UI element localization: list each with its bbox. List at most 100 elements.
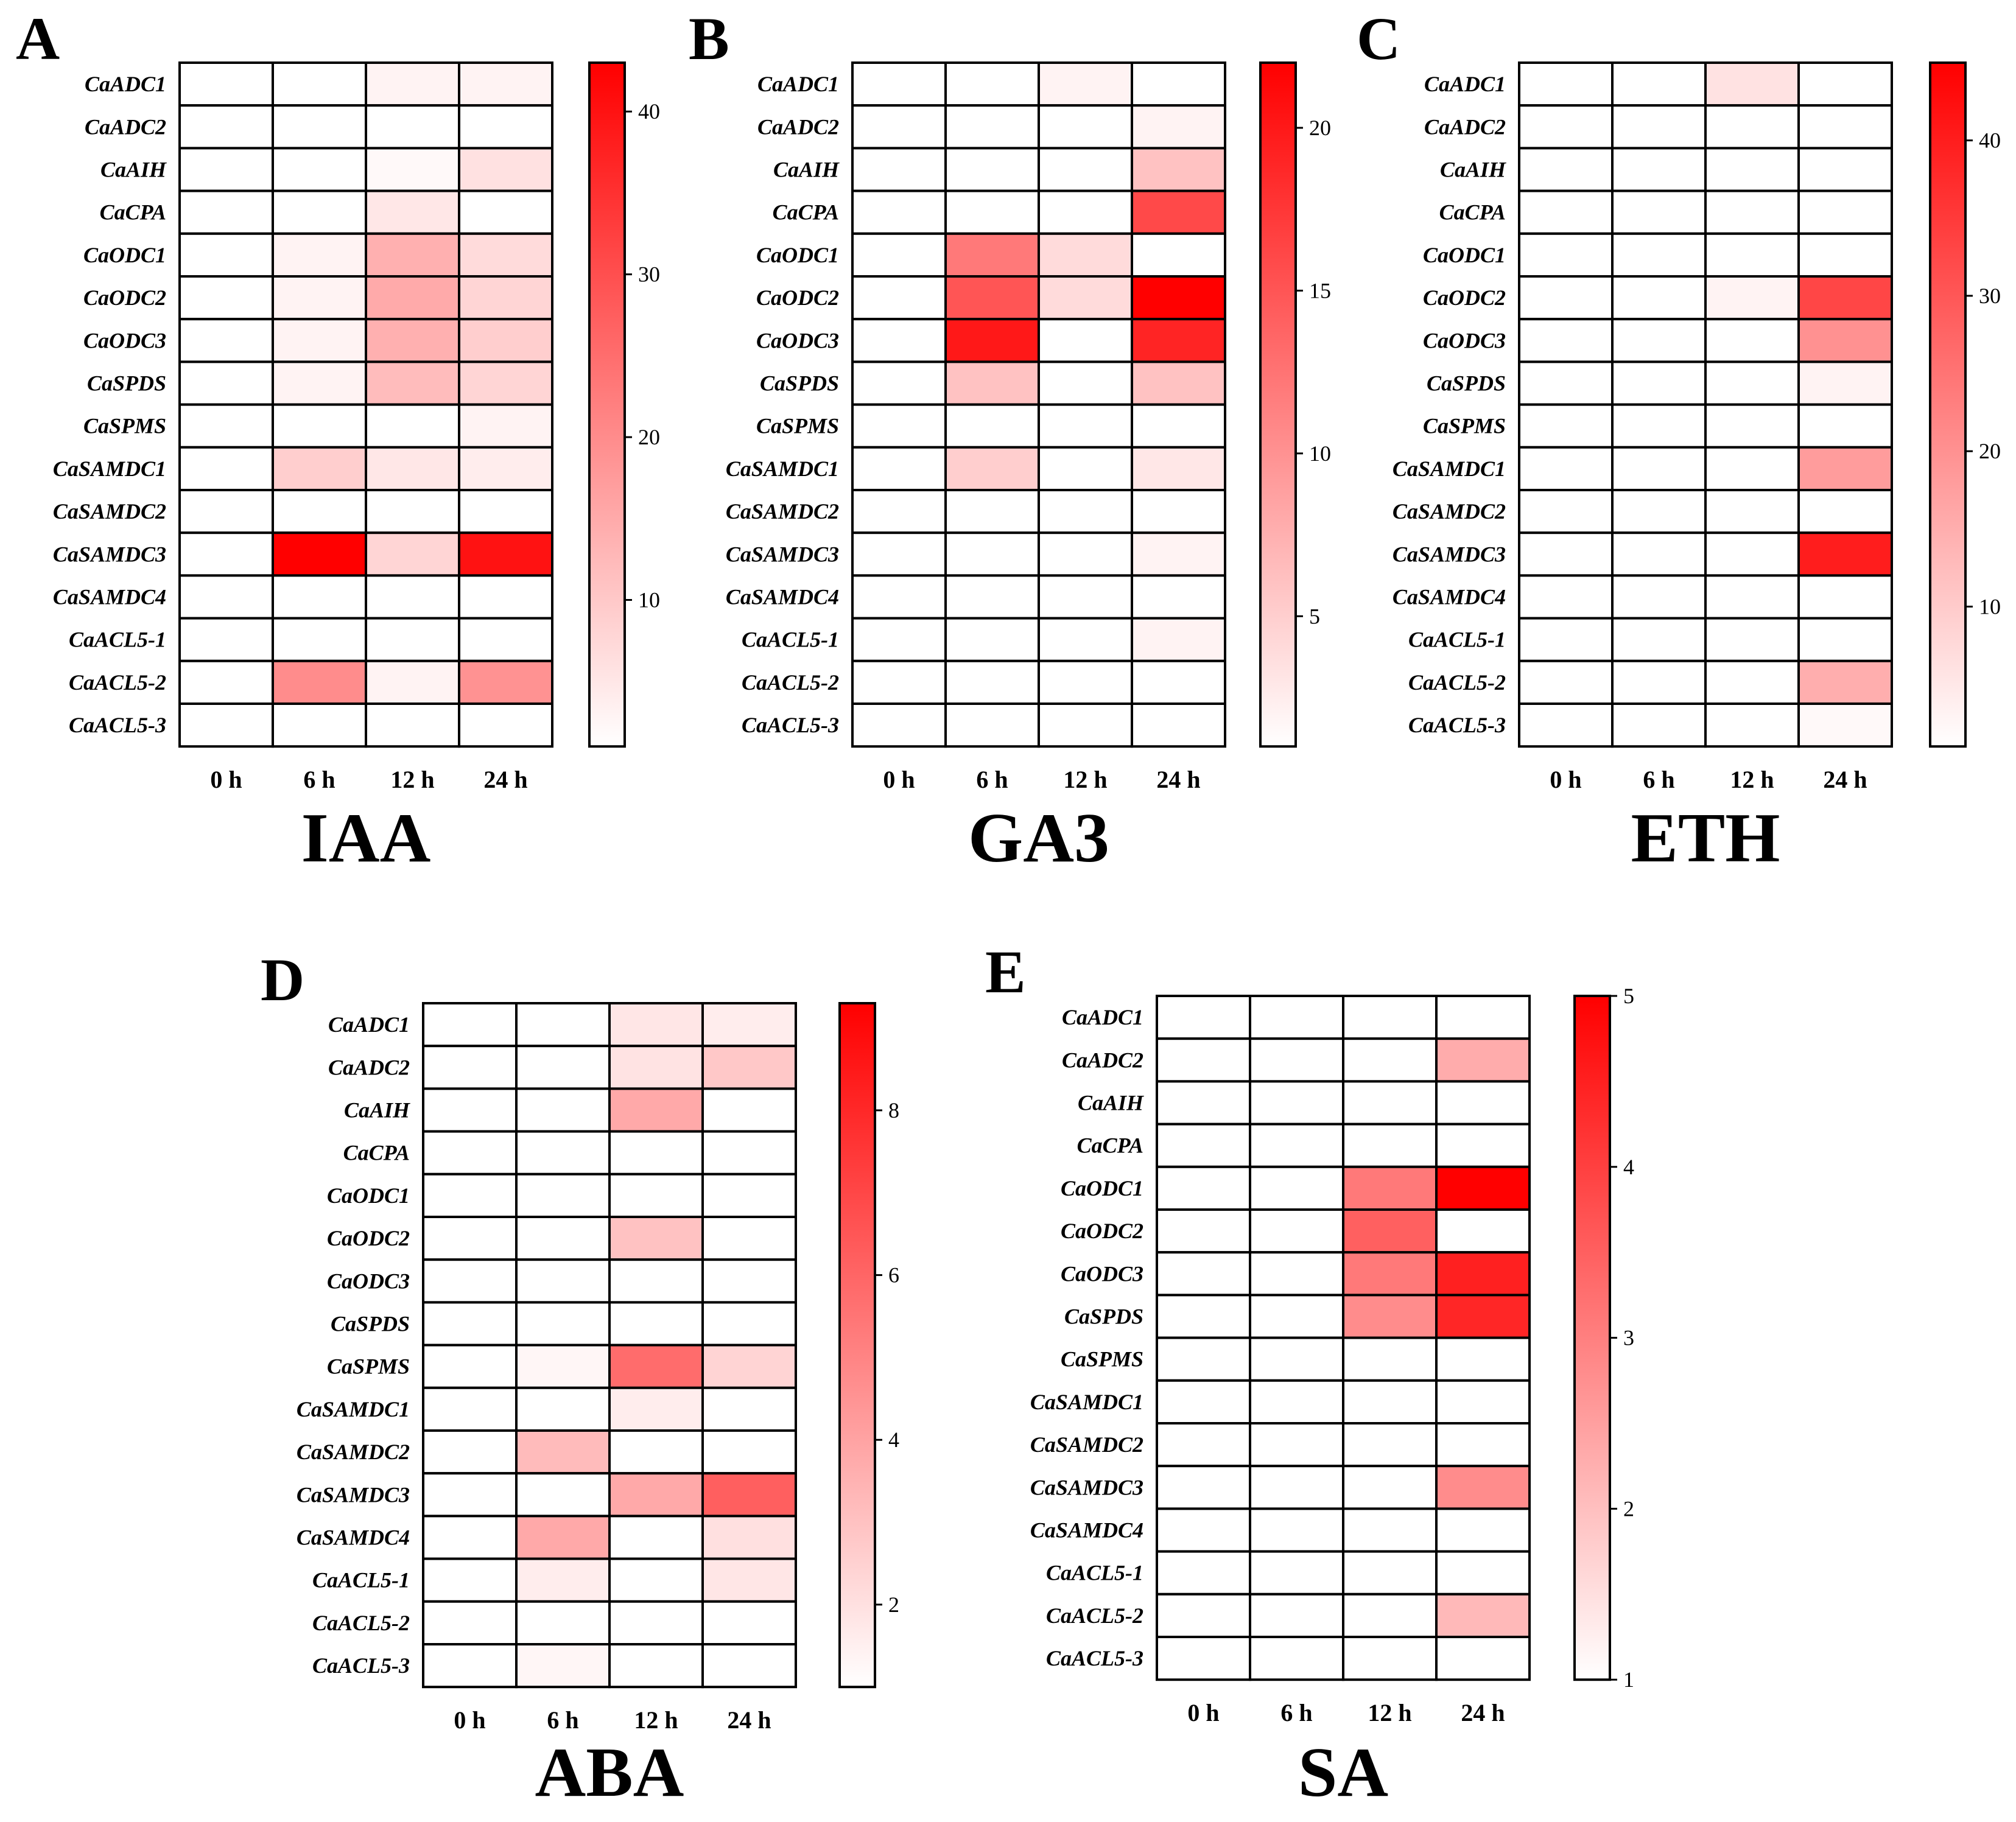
heatmap-cell [1038,104,1133,150]
heatmap-cell [1131,617,1226,662]
heatmap-cell [515,1643,611,1689]
heatmap-cell [178,61,274,107]
heatmap-cell [701,1557,797,1603]
heatmap-cell [365,147,460,192]
heatmap-cell [1518,147,1614,192]
heatmap-cell [1704,531,1800,577]
time-label: 24 h [1461,1699,1505,1726]
heatmap-cell [1704,403,1800,449]
gene-label: CaACL5-1 [69,628,166,652]
colorbar-tick-label: 40 [638,99,660,124]
heatmap-cell [1342,1165,1438,1211]
heatmap-cell [1704,189,1800,235]
gene-label: CaAIH [100,158,167,182]
heatmap-cell [701,1258,797,1304]
heatmap-cell [1611,275,1707,321]
heatmap-cell [365,574,460,620]
heatmap-cell [1611,703,1707,748]
time-label: 12 h [634,1706,678,1734]
gene-label: CaODC2 [83,286,166,310]
heatmap-cell [1131,360,1226,406]
heatmap-cell [1797,147,1893,192]
gene-label: CaSAMDC4 [1030,1518,1143,1543]
heatmap-cell [1131,104,1226,150]
heatmap-cell [944,318,1040,363]
heatmap-cell [1704,275,1800,321]
heatmap-cell [1038,617,1133,662]
gene-label: CaCPA [1077,1133,1143,1158]
heatmap-cell [944,147,1040,192]
heatmap-cell [1249,1294,1344,1339]
heatmap-cell [178,104,274,150]
heatmap-cell [1131,531,1226,577]
gene-label: CaSAMDC4 [297,1526,410,1550]
time-label: 0 h [1187,1699,1219,1726]
gene-label: CaODC2 [756,286,839,310]
time-label: 0 h [210,766,242,793]
gene-label: CaSPDS [1427,371,1506,396]
gene-label: CaSAMDC1 [1030,1390,1143,1414]
gene-label: CaODC1 [83,243,166,267]
colorbar-tick-label: 4 [888,1428,899,1452]
heatmap-cell [1156,1123,1251,1168]
heatmap-cell [1518,189,1614,235]
heatmap-cell [1611,147,1707,192]
heatmap-cell [365,489,460,534]
colorbar-tick-label: 30 [638,262,660,287]
heatmap-cell [178,360,274,406]
heatmap-cell [1249,1379,1344,1425]
heatmap-cell [701,1301,797,1347]
heatmap-cell [272,147,367,192]
heatmap-cell [608,1472,704,1518]
gene-label: CaSAMDC1 [53,457,166,481]
time-label: 12 h [1368,1699,1411,1726]
gene-label: CaACL5-2 [1046,1603,1143,1628]
heatmap-cell [1342,1379,1438,1425]
heatmap-cell [178,232,274,278]
time-label: 0 h [883,766,915,793]
heatmap-cell [1518,318,1614,363]
heatmap-cell [365,659,460,706]
heatmap-cell [515,1258,611,1304]
gene-label: CaACL5-1 [742,628,839,652]
heatmap-cell [515,1386,611,1432]
gene-label: CaACL5-2 [69,670,166,695]
heatmap-cell [701,1600,797,1646]
gene-label: CaAIH [1440,158,1506,182]
colorbar [1573,995,1611,1681]
heatmap-panel-d: D CaADC1 CaADC2 CaAIH CaCPA CaODC1 CaODC2 CaODC… [261,946,899,1812]
heatmap-cell [1342,1592,1438,1639]
heatmap-cell [272,189,367,235]
heatmap-cell [178,574,274,620]
heatmap-cell [1704,61,1800,107]
heatmap-cell [515,1130,611,1176]
heatmap-cell [272,360,367,406]
heatmap-panel-a: A CaADC1 CaADC2 CaAIH CaCPA CaODC1 CaODC2 CaODC… [16,5,660,877]
time-label: 24 h [483,766,527,793]
heatmap-cell [272,489,367,534]
heatmap-cell [1797,61,1893,107]
heatmap-cell [851,531,947,577]
heatmap-cell [1342,1080,1438,1126]
heatmap-cell [1342,1422,1438,1468]
heatmap-cell [1704,659,1800,706]
heatmap-cell [1131,703,1226,748]
heatmap-cell [422,1087,518,1133]
colorbar-tick-label: 2 [888,1592,899,1617]
heatmap-cell [458,275,553,321]
heatmap-cell [1249,1592,1344,1639]
heatmap-cell [944,275,1040,321]
gene-label: CaSPMS [756,414,839,438]
panel-title: ETH [1631,799,1780,877]
heatmap-panel-b: B CaADC1 CaADC2 CaAIH CaCPA CaODC1 CaODC2 CaODC… [689,5,1331,877]
heatmap-cell [422,1472,518,1518]
heatmap-cell [608,1515,704,1560]
heatmap-cell [1156,1294,1251,1339]
heatmap-cell [458,360,553,406]
gene-label: CaSAMDC3 [726,542,839,566]
heatmap-cell [1249,1080,1344,1126]
heatmap-cell [515,1429,611,1475]
colorbar-tick-label: 10 [1309,441,1331,466]
heatmap-cell [1342,1294,1438,1339]
heatmap-cell [1797,446,1893,491]
